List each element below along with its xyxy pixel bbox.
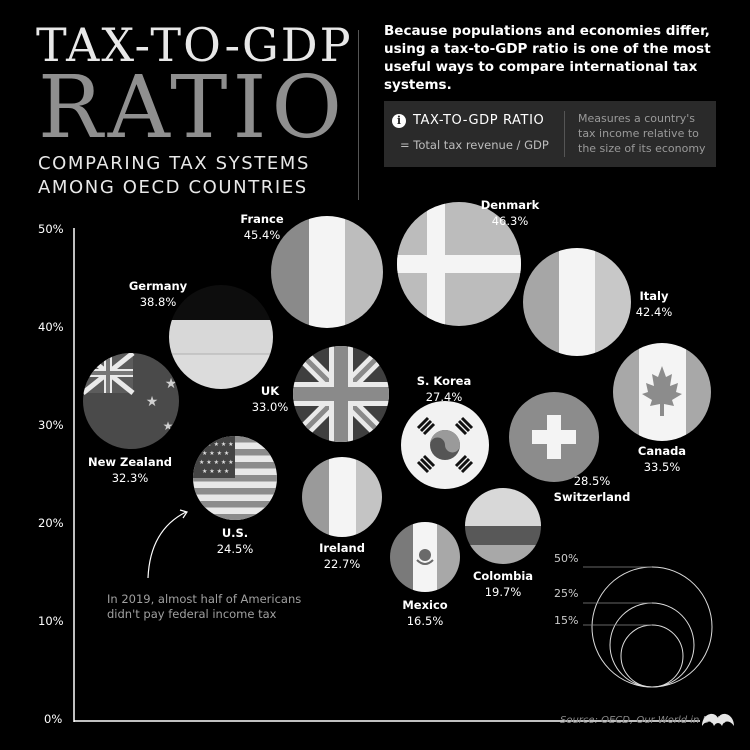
- bubble-france: [271, 216, 383, 328]
- y-tick-label: 40%: [38, 320, 64, 334]
- country-name: Germany: [128, 279, 188, 293]
- y-tick-label: 50%: [38, 222, 64, 236]
- country-name: S. Korea: [416, 374, 472, 388]
- bubble-colombia: [465, 488, 541, 564]
- header-divider: [358, 30, 359, 200]
- country-name: Mexico: [402, 598, 448, 612]
- country-value: 32.3%: [111, 471, 149, 485]
- bubble-canada: [613, 343, 711, 441]
- label-colombia: Colombia 19.7%: [473, 568, 533, 600]
- country-value: 27.4%: [425, 390, 463, 404]
- svg-text:★ ★ ★ ★: ★ ★ ★ ★: [202, 450, 229, 457]
- country-value: 33.5%: [643, 460, 681, 474]
- country-name: UK: [260, 384, 280, 398]
- svg-text:★ ★ ★ ★ ★: ★ ★ ★ ★ ★: [199, 459, 234, 466]
- definition-separator: [564, 111, 565, 157]
- country-value: 28.5%: [573, 474, 611, 488]
- definition-description: Measures a country's tax income relative…: [578, 112, 706, 155]
- label-canada: Canada 33.5%: [638, 443, 686, 475]
- country-value: 42.4%: [635, 305, 673, 319]
- country-name: Italy: [639, 289, 669, 303]
- bubble-ireland: [302, 457, 382, 537]
- country-name: Canada: [637, 444, 687, 458]
- size-legend-label: 50%: [554, 552, 579, 565]
- y-tick-label: 10%: [38, 614, 64, 628]
- title-line-2: RATIO: [38, 58, 347, 158]
- svg-text:★: ★: [146, 394, 159, 410]
- y-tick-label: 30%: [38, 418, 64, 432]
- annotation-arrow: [147, 511, 187, 579]
- bubble-uk: [293, 346, 389, 442]
- svg-text:★: ★: [165, 376, 178, 392]
- annotation-arrowhead: [179, 509, 188, 519]
- subtitle: COMPARING TAX SYSTEMS AMONG OECD COUNTRI…: [38, 153, 310, 198]
- size-legend: [583, 566, 713, 688]
- bubble-mexico: [390, 522, 460, 592]
- country-value: 16.5%: [406, 614, 444, 628]
- size-legend-label: 15%: [554, 614, 579, 627]
- label-mexico: Mexico 16.5%: [402, 597, 447, 629]
- info-icon: i: [392, 114, 406, 128]
- country-value: 38.8%: [139, 295, 177, 309]
- bubble-germany: [169, 285, 273, 389]
- label-switzerland: 28.5% Switzerland: [554, 473, 631, 505]
- label-ireland: Ireland 22.7%: [319, 540, 365, 572]
- svg-text:★: ★: [163, 419, 174, 433]
- country-name: New Zealand: [87, 455, 173, 469]
- svg-text:★ ★ ★ ★: ★ ★ ★ ★: [202, 468, 229, 475]
- brand-logo-icon: [702, 713, 734, 726]
- label-germany: Germany 38.8%: [129, 278, 187, 310]
- country-name: Denmark: [480, 198, 540, 212]
- annotation-note: In 2019, almost half of Americans didn't…: [107, 592, 302, 621]
- country-value: 22.7%: [323, 557, 361, 571]
- intro-text: Because populations and economies differ…: [384, 23, 711, 93]
- label-south-korea: S. Korea 27.4%: [417, 373, 472, 405]
- definition-title: TAX-TO-GDP RATIO: [413, 113, 545, 128]
- country-name: France: [240, 212, 284, 226]
- bubble-italy: [523, 248, 631, 356]
- bubble-new-zealand: ★ ★ ★: [83, 353, 179, 449]
- country-name: Ireland: [319, 541, 365, 555]
- size-legend-label: 25%: [554, 587, 579, 600]
- y-tick-label: 0%: [44, 712, 63, 726]
- title-line-1: TAX-TO-GDP: [36, 18, 353, 72]
- svg-text:★ ★ ★ ★ ★: ★ ★ ★ ★ ★: [199, 441, 234, 448]
- bubble-us: ★ ★ ★ ★ ★ ★ ★ ★ ★ ★ ★ ★ ★ ★ ★ ★ ★ ★: [193, 436, 277, 520]
- country-value: 45.4%: [243, 228, 281, 242]
- country-name: Switzerland: [553, 490, 631, 504]
- label-denmark: Denmark 46.3%: [481, 197, 540, 229]
- label-us: U.S. 24.5%: [217, 525, 254, 557]
- country-name: U.S.: [221, 526, 249, 540]
- source-credit: Source: OECD, Our World in Data: [560, 715, 727, 726]
- country-name: Colombia: [472, 569, 534, 583]
- y-tick-label: 20%: [38, 516, 64, 530]
- definition-box: i TAX-TO-GDP RATIO = Total tax revenue /…: [384, 101, 716, 167]
- country-value: 46.3%: [491, 214, 529, 228]
- label-new-zealand: New Zealand 32.3%: [88, 454, 172, 486]
- label-italy: Italy 42.4%: [636, 288, 673, 320]
- bubble-denmark: [397, 202, 521, 326]
- definition-formula: = Total tax revenue / GDP: [400, 138, 549, 152]
- country-value: 24.5%: [216, 542, 254, 556]
- bubble-south-korea: [401, 401, 489, 489]
- country-value: 33.0%: [251, 400, 289, 414]
- country-value: 19.7%: [484, 585, 522, 599]
- bubble-switzerland: [509, 392, 599, 482]
- label-france: France 45.4%: [240, 211, 283, 243]
- label-uk: UK 33.0%: [252, 383, 289, 415]
